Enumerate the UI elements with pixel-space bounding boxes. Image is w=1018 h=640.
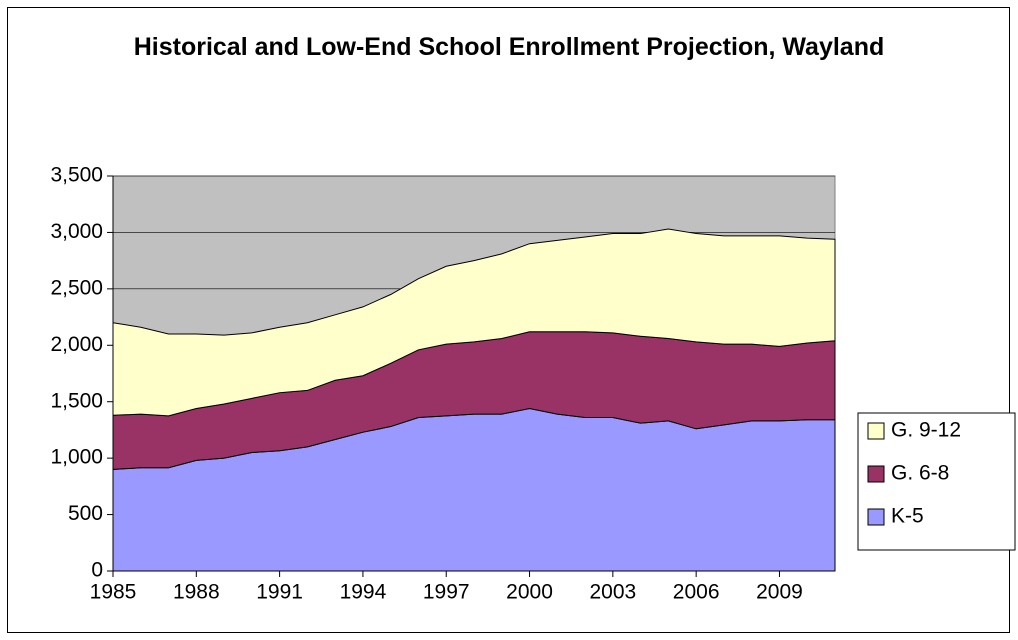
- x-tick-label: 2006: [673, 581, 720, 604]
- y-tick-label: 2,000: [50, 333, 103, 356]
- legend-swatch: [867, 465, 885, 483]
- legend-label: G. 9-12: [891, 419, 961, 442]
- x-tick-label: 1997: [423, 581, 470, 604]
- y-tick-label: 1,500: [50, 389, 103, 412]
- y-tick-label: 3,500: [50, 164, 103, 187]
- y-tick-label: 2,500: [50, 276, 103, 299]
- legend-swatch: [867, 422, 885, 440]
- y-tick-label: 3,000: [50, 220, 103, 243]
- chart-title: Historical and Low-End School Enrollment…: [133, 33, 885, 61]
- y-tick-label: 500: [68, 502, 103, 525]
- y-tick-label: 1,000: [50, 446, 103, 469]
- legend-label: K-5: [891, 505, 924, 528]
- legend-swatch: [867, 508, 885, 526]
- legend-label: G. 6-8: [891, 462, 949, 485]
- x-tick-label: 2000: [506, 581, 553, 604]
- x-tick-label: 1991: [256, 581, 303, 604]
- x-tick-label: 1994: [340, 581, 387, 604]
- x-tick-label: 1985: [90, 581, 137, 604]
- x-tick-label: 2009: [756, 581, 803, 604]
- x-tick-label: 2003: [589, 581, 636, 604]
- y-tick-label: 0: [91, 559, 103, 582]
- x-tick-label: 1988: [173, 581, 220, 604]
- area: [112, 228, 836, 417]
